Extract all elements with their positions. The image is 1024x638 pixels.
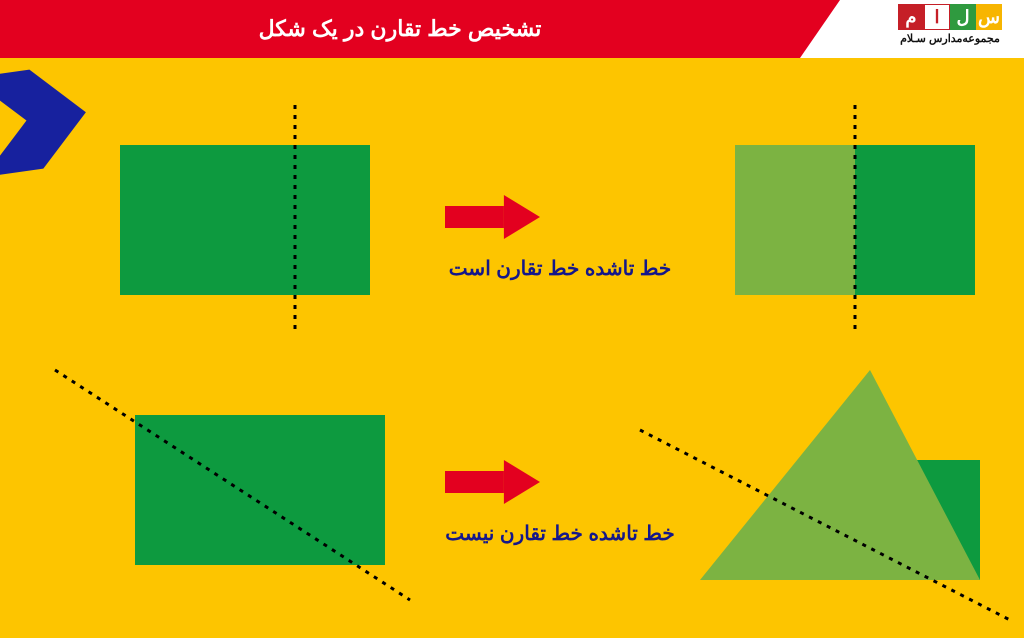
ex1-right-rect-dark bbox=[855, 145, 975, 295]
blue-decor-icon bbox=[0, 63, 93, 177]
label-not-symmetry: خط تاشده خط تقارن نیست bbox=[420, 521, 700, 546]
ex2-left-rect bbox=[135, 415, 385, 565]
ex1-right-rect-light bbox=[735, 145, 855, 295]
arrow-icon bbox=[445, 460, 540, 504]
ex1-left-rect bbox=[120, 145, 370, 295]
diagram-canvas: تشخیص خط تقارن در یک شکل سلام مجموعه‌مدا… bbox=[0, 0, 1024, 638]
arrow-icon bbox=[445, 195, 540, 239]
label-is-symmetry: خط تاشده خط تقارن است bbox=[420, 256, 700, 281]
